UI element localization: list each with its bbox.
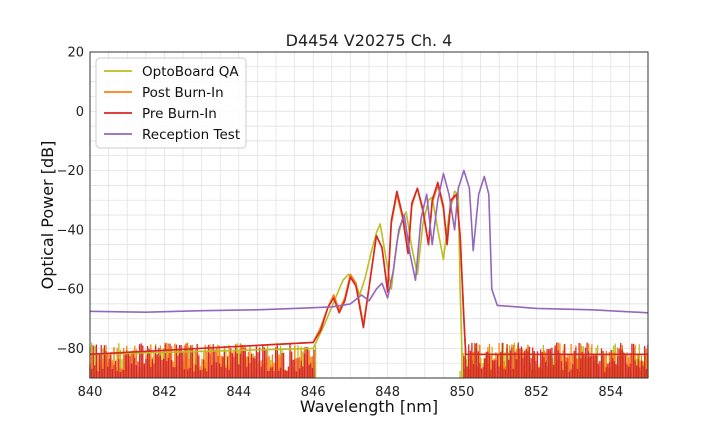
tick-labels: 840 842 844 846 848 850 852 854 20 0 −20 −40 −60 −80 [57, 46, 624, 401]
x-tick-label: 848 [375, 385, 400, 400]
series-line-reception-test [89, 169, 649, 314]
legend-box [95, 57, 247, 149]
x-axis-title: Wavelength [nm] [300, 397, 438, 416]
x-tick-label: 840 [78, 385, 103, 400]
x-tick-label: 842 [152, 385, 177, 400]
chart-title: D4454 V20275 Ch. 4 [286, 31, 453, 50]
x-tick-label: 852 [524, 385, 549, 400]
x-tick-label: 846 [301, 385, 326, 400]
x-tick-label: 854 [598, 385, 623, 400]
legend-label: Reception Test [142, 127, 240, 143]
y-tick-label: 0 [76, 105, 84, 120]
legend-label: OptoBoard QA [142, 64, 239, 80]
plot-border [89, 51, 649, 379]
y-tick-label: 20 [67, 46, 84, 61]
plot-frame [89, 51, 649, 379]
y-tick-label: −60 [57, 283, 84, 298]
series-lines [89, 169, 649, 356]
y-axis-title: Optical Power [dB] [38, 141, 57, 290]
y-tick-label: −20 [57, 164, 84, 179]
x-tick-label: 850 [450, 385, 475, 400]
series-line-pre-burn-in [89, 181, 648, 356]
legend-label: Pre Burn-In [142, 106, 217, 122]
legend-label: Post Burn-In [142, 85, 224, 101]
noise-floor-marks [89, 342, 649, 378]
legend: OptoBoard QA Post Burn-In Pre Burn-In Recep… [95, 57, 247, 149]
y-tick-label: −40 [57, 223, 84, 238]
x-tick-label: 844 [226, 385, 251, 400]
y-tick-label: −80 [57, 342, 84, 357]
